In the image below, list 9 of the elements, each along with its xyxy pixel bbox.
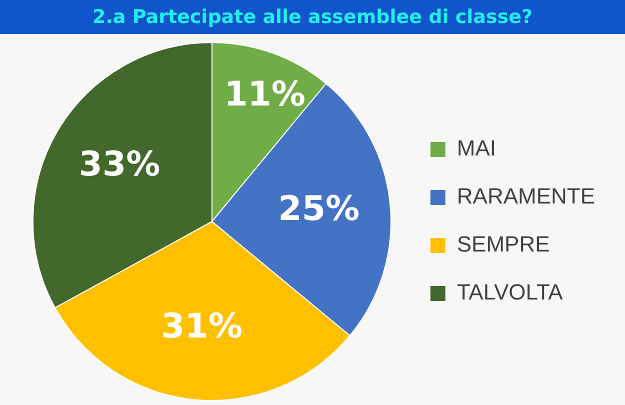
- data-label: 33%: [78, 144, 160, 185]
- legend-label: TALVOLTA: [456, 280, 564, 305]
- data-label: 25%: [278, 189, 360, 230]
- chart-title: 2.a Partecipate alle assemblee di classe?: [0, 0, 625, 34]
- legend-label: SEMPRE: [456, 232, 550, 257]
- legend-label: MAI: [456, 136, 496, 161]
- data-label: 11%: [224, 74, 306, 115]
- data-label: 31%: [161, 306, 243, 346]
- legend-label: RARAMENTE: [456, 184, 595, 209]
